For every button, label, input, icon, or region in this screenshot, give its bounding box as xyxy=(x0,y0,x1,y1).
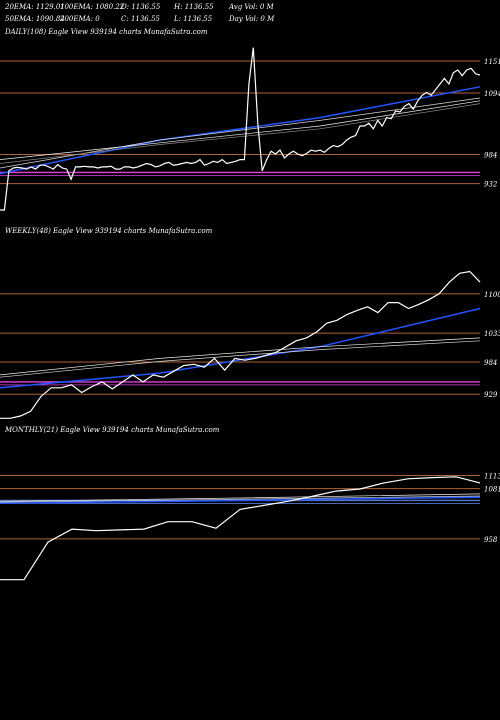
ema-blue-line xyxy=(0,86,481,175)
close-label: C: 1136.55 xyxy=(121,15,160,23)
low-label: L: 1136.55 xyxy=(174,15,213,23)
y-tick-label: 1033 xyxy=(484,330,500,338)
header-row-2: 50EMA: 1090.84 200EMA: 0 C: 1136.55 L: 1… xyxy=(0,15,500,25)
monthly-panel-title: MONTHLY(21) Eagle View 939194 charts Mun… xyxy=(5,426,220,434)
monthly-chart: 1113 1081 958 xyxy=(0,473,500,581)
price-line xyxy=(0,270,481,419)
price-line xyxy=(0,476,481,581)
y-tick-label: 1113 xyxy=(484,473,500,481)
y-tick-label: 1081 xyxy=(484,486,500,494)
y-tick-label: 984 xyxy=(484,152,497,160)
ema-blue-line xyxy=(0,496,481,505)
ema100-label: 100EMA: 1080.22 xyxy=(60,3,125,11)
ema-light-line xyxy=(0,495,481,503)
ema-blue-line xyxy=(0,307,481,389)
ema-white-line xyxy=(0,337,481,376)
header-row-1: 20EMA: 1129.01 100EMA: 1080.22 O: 1136.5… xyxy=(0,3,500,13)
ema-white-line xyxy=(0,100,481,160)
y-tick-label: 958 xyxy=(484,536,498,544)
weekly-panel-title: WEEKLY(48) Eagle View 939194 charts Muna… xyxy=(5,227,213,235)
avg-vol-label: Avg Vol: 0 M xyxy=(229,3,274,11)
day-vol-label: Day Vol: 0 M xyxy=(229,15,275,23)
price-line xyxy=(0,47,481,211)
y-tick-label: 932 xyxy=(484,181,498,189)
ema200-label: 200EMA: 0 xyxy=(60,15,100,23)
y-tick-label: 1094 xyxy=(484,90,500,98)
y-tick-label: 929 xyxy=(484,391,498,399)
ema-white-line xyxy=(0,493,481,502)
y-tick-label: 984 xyxy=(484,359,497,367)
open-label: O: 1136.55 xyxy=(121,3,161,11)
daily-panel-title: DAILY(108) Eagle View 939194 charts Muna… xyxy=(5,28,208,36)
ema20-label: 20EMA: 1129.01 xyxy=(5,3,65,11)
ema-light-line xyxy=(0,97,481,169)
ema-light-line xyxy=(0,340,481,378)
ema50-label: 50EMA: 1090.84 xyxy=(5,15,65,23)
high-label: H: 1136.55 xyxy=(174,3,214,11)
ema-dark-line xyxy=(0,103,481,164)
